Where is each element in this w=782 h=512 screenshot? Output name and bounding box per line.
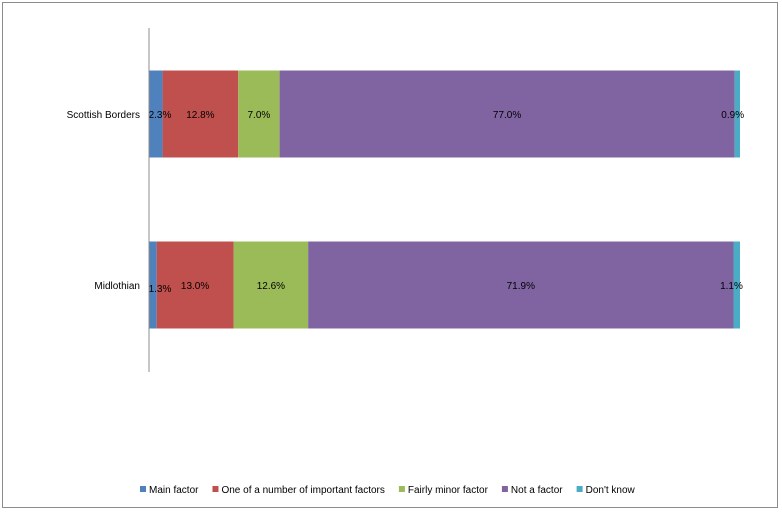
legend-swatch-4	[502, 486, 508, 492]
data-label-1-1: 2.3%	[149, 110, 172, 121]
bars-layer	[149, 71, 740, 329]
data-label-2-4: 71.9%	[507, 281, 535, 292]
data-label-1-2: 12.8%	[186, 110, 214, 121]
legend-swatch-2	[212, 486, 218, 492]
category-label-1: Scottish Borders	[67, 110, 140, 121]
data-label-1-5: 0.9%	[721, 110, 744, 121]
data-label-2-3: 12.6%	[257, 281, 285, 292]
legend-swatch-1	[140, 486, 146, 492]
legend-label-3: Fairly minor factor	[408, 485, 489, 496]
legend-swatch-5	[577, 486, 583, 492]
category-labels: Scottish Borders Midlothian	[67, 110, 140, 292]
data-label-2-1: 1.3%	[149, 284, 172, 295]
legend-label-2: One of a number of important factors	[221, 485, 384, 496]
legend: Main factor One of a number of important …	[140, 485, 636, 496]
data-label-2-2: 13.0%	[181, 281, 209, 292]
data-label-1-4: 77.0%	[493, 110, 521, 121]
data-label-1-3: 7.0%	[248, 110, 271, 121]
category-label-2: Midlothian	[94, 281, 140, 292]
legend-label-4: Not a factor	[511, 485, 563, 496]
legend-label-1: Main factor	[149, 485, 199, 496]
data-label-2-5: 1.1%	[720, 281, 743, 292]
legend-label-5: Don't know	[586, 485, 636, 496]
legend-swatch-3	[399, 486, 405, 492]
